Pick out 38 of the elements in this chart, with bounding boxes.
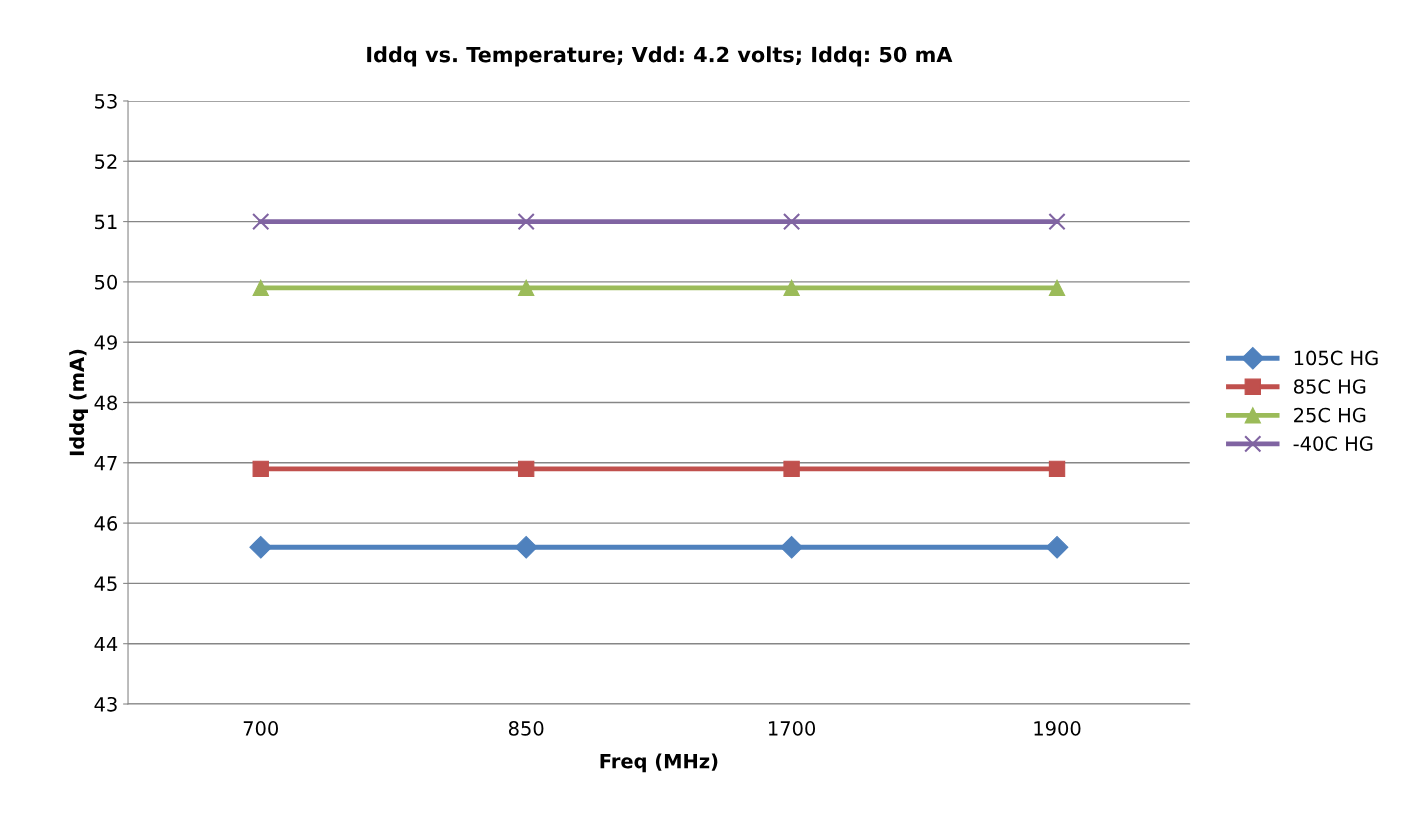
x-axis-title: Freq (MHz) <box>600 753 718 773</box>
point <box>514 535 538 559</box>
point <box>517 212 535 231</box>
legend-label: -40C HG <box>1293 436 1373 451</box>
y-tick-label: 44 <box>94 636 118 652</box>
point <box>783 460 800 478</box>
y-tick-label: 47 <box>94 456 117 471</box>
point <box>1048 460 1066 478</box>
point <box>783 279 800 297</box>
y-tick-label: 49 <box>94 335 117 350</box>
y-axis-title: Iddq (mA) <box>69 349 88 456</box>
y-tick-label: 48 <box>94 395 117 411</box>
point <box>252 279 269 297</box>
y-tick-label: 52 <box>95 154 117 169</box>
legend-label: 25C HG <box>1294 407 1366 423</box>
point <box>782 212 801 231</box>
point <box>252 212 270 231</box>
x-tick-label: 850 <box>508 721 544 736</box>
point <box>517 279 535 297</box>
x-tick-label: 1900 <box>1034 721 1081 736</box>
point <box>517 460 535 478</box>
chart-title: Iddq vs. Temperature; Vdd: 4.2 volts; Iddq: 50 mA <box>367 46 953 67</box>
y-tick-label: 45 <box>94 576 117 592</box>
y-tick-label: 50 <box>95 274 117 290</box>
point <box>780 535 803 559</box>
y-tick-label: 46 <box>94 516 118 531</box>
legend-label: 105C HG <box>1294 350 1378 366</box>
x-tick-label: 700 <box>243 721 278 736</box>
legend-label: 85C HG <box>1293 379 1366 394</box>
y-tick-label: 43 <box>94 696 117 712</box>
point <box>252 460 269 478</box>
point <box>1045 535 1069 559</box>
point <box>1048 279 1066 297</box>
y-tick-label: 51 <box>95 214 117 230</box>
point <box>1048 212 1066 231</box>
point <box>249 535 273 559</box>
x-tick-label: 1700 <box>768 721 816 736</box>
y-tick-label: 53 <box>95 93 117 109</box>
